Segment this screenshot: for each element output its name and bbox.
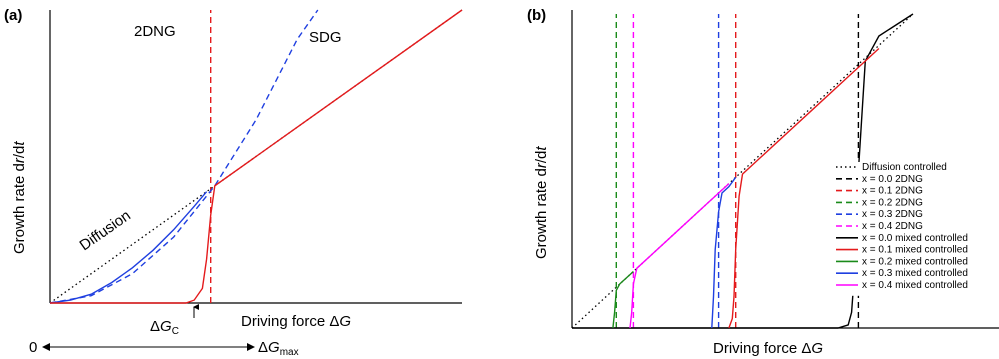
- legend-entry: x = 0.2 2DNG: [862, 197, 923, 208]
- range-end-label: ΔGmax: [258, 339, 299, 358]
- legend-entry: x = 0.3 mixed controlled: [862, 268, 968, 279]
- annot-2dng: 2DNG: [134, 23, 176, 40]
- legend-entry: x = 0.4 mixed controlled: [862, 280, 968, 291]
- panel-b-series: [571, 13, 914, 329]
- legend-entry: x = 0.4 2DNG: [862, 221, 923, 232]
- series-line-b-10: [629, 183, 730, 329]
- series-line-b-7: [728, 47, 880, 329]
- panel-a-label: (a): [4, 7, 22, 24]
- panel-a-threshold-label: ΔGC: [150, 318, 179, 337]
- panel-a-series: [49, 9, 463, 304]
- legend-background: [834, 162, 999, 296]
- panel-a: (a) Growth rate dr/dt Driving force ΔG Δ…: [4, 7, 463, 358]
- legend-entry: x = 0.0 2DNG: [862, 174, 923, 185]
- annot-diffusion: Diffusion: [77, 207, 134, 254]
- panel-b-label: (b): [527, 7, 546, 24]
- ylabel-text-a: Growth rate d: [11, 163, 28, 254]
- legend-entry: Diffusion controlled: [862, 162, 947, 173]
- range-start-label: 0: [29, 339, 37, 356]
- legend-entry: x = 0.1 2DNG: [862, 186, 923, 197]
- series-line-b-8: [612, 270, 634, 329]
- panel-a-xlabel: Driving force ΔG: [241, 313, 351, 330]
- series-line-a-3: [49, 191, 208, 304]
- series-line-b-9: [711, 176, 737, 329]
- panel-b: (b) Growth rate dr/dt Driving force ΔG D…: [527, 7, 999, 357]
- series-line-a-4: [50, 9, 463, 304]
- panel-b-ylabel: Growth rate dr/dt: [533, 146, 550, 259]
- panel-b-xlabel: Driving force ΔG: [713, 340, 823, 357]
- legend-entry: x = 0.2 mixed controlled: [862, 256, 968, 267]
- annot-sdg: SDG: [309, 29, 342, 46]
- legend-entry: x = 0.1 mixed controlled: [862, 245, 968, 256]
- panel-a-ylabel: Growth rate dr/dt: [11, 141, 28, 254]
- legend-entry: x = 0.0 mixed controlled: [862, 233, 968, 244]
- series-line-a-2: [49, 9, 319, 304]
- legend-entry: x = 0.3 2DNG: [862, 209, 923, 220]
